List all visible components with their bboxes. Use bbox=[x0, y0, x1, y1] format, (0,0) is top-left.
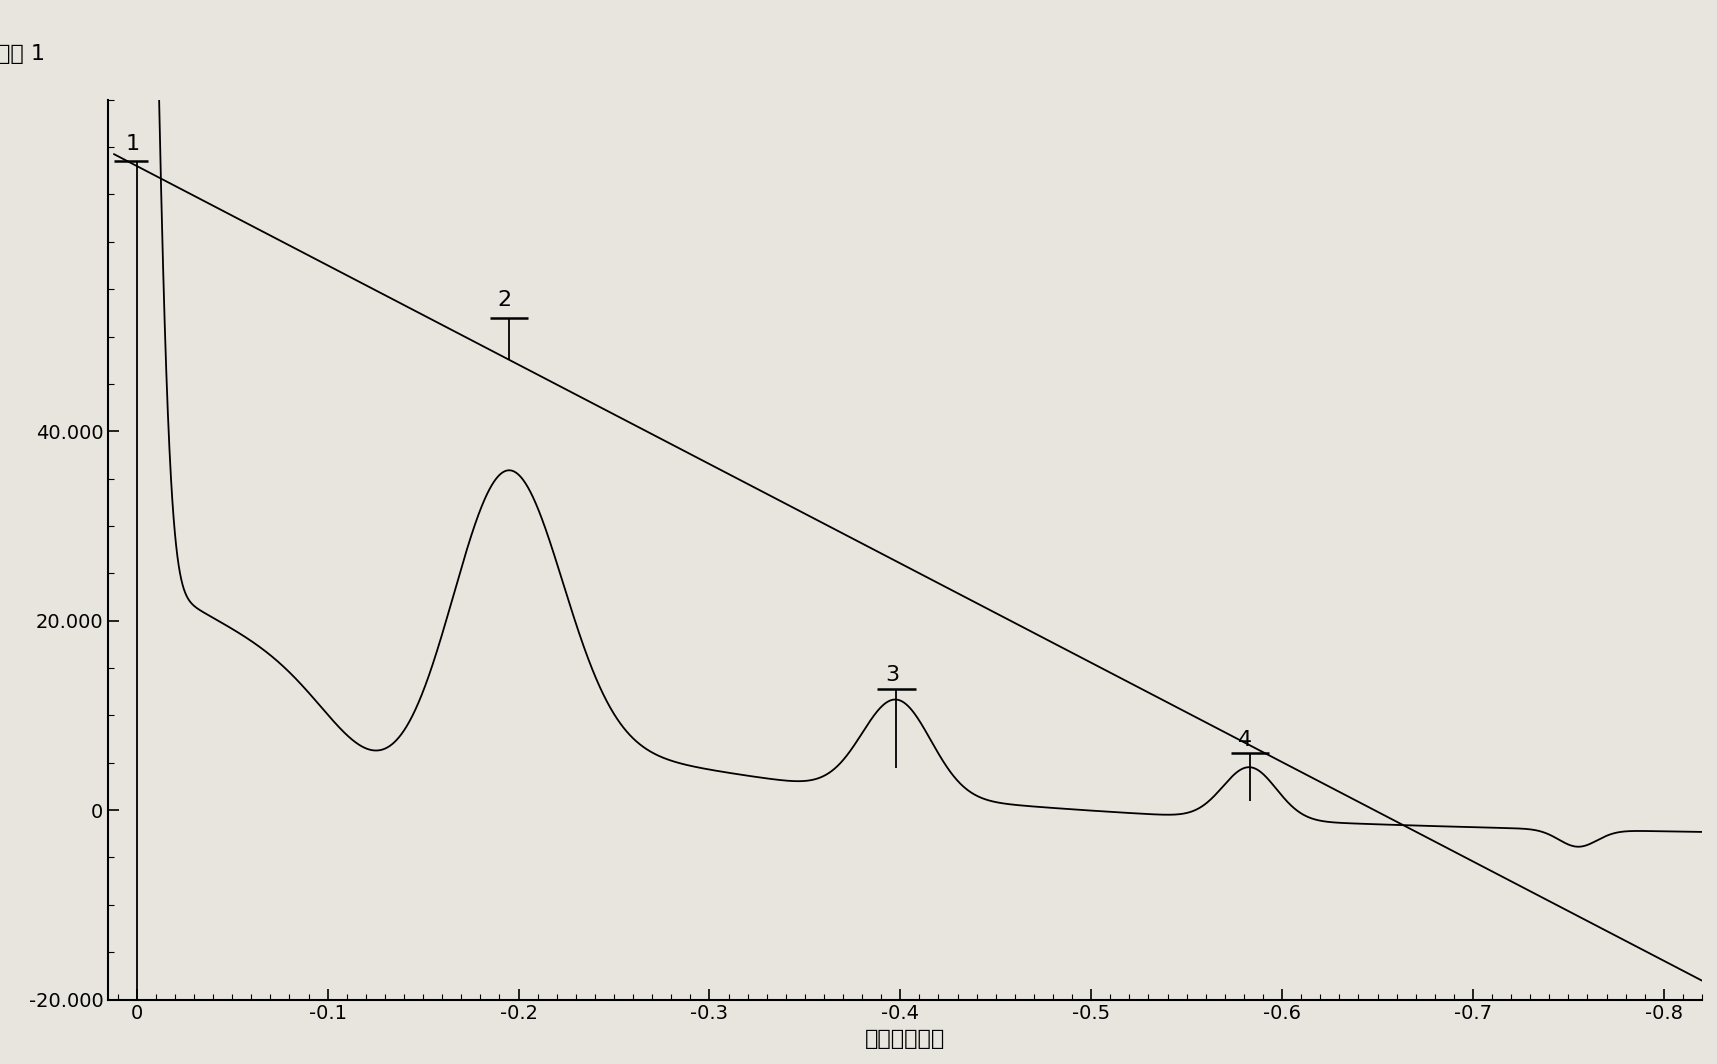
Text: 1: 1 bbox=[125, 134, 139, 153]
X-axis label: 峰电位（伏）: 峰电位（伏） bbox=[865, 1029, 944, 1049]
Text: 4: 4 bbox=[1238, 730, 1252, 749]
Text: 2: 2 bbox=[498, 290, 512, 310]
Text: 峰高 1: 峰高 1 bbox=[0, 44, 45, 64]
Text: 3: 3 bbox=[884, 665, 900, 685]
